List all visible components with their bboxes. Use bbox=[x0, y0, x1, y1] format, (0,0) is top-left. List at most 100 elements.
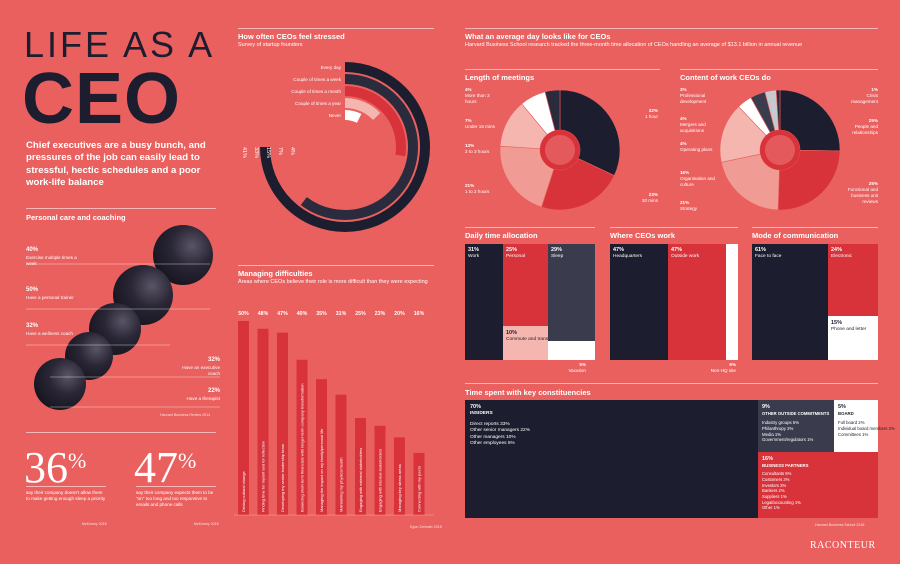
diff-val-4: 35% bbox=[316, 311, 327, 317]
content-label-6: 4% Mergers and acquisitions bbox=[680, 116, 706, 133]
diff-val-3: 40% bbox=[297, 311, 308, 317]
daily-work bbox=[465, 244, 503, 360]
daily-heading: Daily time allocation bbox=[465, 231, 538, 240]
diff-bar-6 bbox=[355, 418, 366, 515]
mode-electronic bbox=[828, 244, 878, 316]
where-heading: Where CEOs work bbox=[610, 231, 676, 240]
diff-val-6: 25% bbox=[355, 311, 366, 317]
stress-arc-4 bbox=[344, 110, 362, 123]
stress-val-2: 15% bbox=[265, 147, 271, 158]
diff-bar-3 bbox=[296, 359, 308, 515]
stress-chart: Every day 41% Couple of times a week 33% Cou… bbox=[241, 62, 430, 232]
personal-item-4: 32% Have an executive coach bbox=[182, 357, 220, 376]
content-center-inner bbox=[765, 135, 795, 165]
daily-commute bbox=[503, 326, 548, 360]
content-label-1: 25% People and relationships bbox=[852, 118, 878, 135]
diff-bar-1 bbox=[257, 328, 269, 515]
intro-text: Chief executives are a busy bunch, and p… bbox=[26, 140, 206, 189]
diff-cat-1: Finding time for myself and for reflecti… bbox=[261, 441, 266, 512]
stress-cat-1: Couple of times a week bbox=[293, 77, 341, 82]
stat2-text: say their company expects them to be "on… bbox=[136, 490, 214, 507]
personal-item-3: 32% Have a wellness coach bbox=[26, 323, 73, 336]
where-outside bbox=[668, 244, 726, 360]
const-heading: Time spent with key constituencies bbox=[465, 388, 591, 397]
const-source: Harvard Business School 2018 bbox=[815, 523, 865, 527]
personal-item-2: 50% Have a personal trainer bbox=[26, 287, 74, 300]
stress-cat-0: Every day bbox=[321, 65, 342, 70]
difficulties-heading: Managing difficulties bbox=[238, 269, 313, 278]
content-label-4: 16% Organisation and culture bbox=[680, 170, 715, 187]
content-label-2: 25% Functional and business unit reviews bbox=[847, 181, 878, 204]
stress-heading: How often CEOs feel stressed bbox=[238, 32, 345, 41]
where-hq bbox=[610, 244, 668, 360]
content-label-7: 3% Professional development bbox=[680, 87, 707, 104]
diff-val-5: 31% bbox=[336, 311, 347, 317]
meet-label-1: 23% 30 mins bbox=[641, 192, 658, 203]
diff-val-0: 50% bbox=[238, 311, 249, 317]
diff-cat-7: Engaging with internal stakeholders bbox=[378, 449, 383, 512]
daily-personal bbox=[503, 244, 548, 326]
diff-val-8: 20% bbox=[394, 311, 405, 317]
stat2-source: McKinsey 2016 bbox=[194, 522, 219, 526]
meet-center-inner bbox=[545, 135, 575, 165]
diff-cat-9: Connecting with my peers bbox=[417, 466, 422, 512]
diff-val-2: 47% bbox=[277, 311, 288, 317]
stress-val-4: 4% bbox=[289, 147, 295, 155]
diff-cat-4: Managing the impact on my family/persona… bbox=[319, 428, 324, 512]
personal-item-1: 40% Exercise multiple times a week bbox=[26, 247, 77, 266]
content-slice-0 bbox=[779, 89, 841, 152]
title-line2: CEO bbox=[22, 59, 182, 139]
stress-val-1: 33% bbox=[253, 147, 259, 158]
diff-cat-5: Maintaining my physical health bbox=[339, 458, 344, 512]
meetings-pie bbox=[499, 89, 621, 211]
diff-cat-8: Managing key stress areas bbox=[397, 464, 402, 512]
stat1-source: McKinsey 2016 bbox=[82, 522, 107, 526]
content-pie bbox=[719, 89, 841, 211]
difficulties-sub: Areas where CEOs believe their role is m… bbox=[238, 279, 428, 285]
diff-val-1: 48% bbox=[258, 311, 269, 317]
daily-vacation bbox=[548, 341, 595, 360]
const-partners bbox=[758, 452, 878, 518]
difficulties-chart: 50% Driving cultural change 48% Finding tim… bbox=[234, 311, 434, 516]
diff-bar-4 bbox=[316, 379, 327, 515]
personal-heading: Personal care and coaching bbox=[26, 213, 126, 222]
stress-cat-2: Couple of times a month bbox=[291, 89, 341, 94]
content-label-0: 1% Crisis management bbox=[851, 87, 878, 104]
diff-val-9: 16% bbox=[414, 311, 425, 317]
diff-cat-6: Engaging with external stakeholders bbox=[358, 448, 363, 512]
circle-1 bbox=[153, 225, 213, 285]
circle-5 bbox=[34, 358, 86, 410]
day-sub: Harvard Business School research tracked… bbox=[465, 42, 803, 48]
diff-bar-9 bbox=[413, 452, 425, 515]
diff-bar-5 bbox=[335, 394, 347, 515]
stress-arc-0 bbox=[260, 62, 430, 232]
const-outside bbox=[758, 400, 834, 452]
mode-face bbox=[752, 244, 828, 360]
stress-val-0: 41% bbox=[241, 147, 247, 158]
difficulties-source: Egon Zehnder 2018 bbox=[410, 525, 442, 529]
meet-label-5: 4% More than 3 hours bbox=[465, 87, 490, 104]
meet-label-0: 32% 1 hour bbox=[644, 108, 658, 119]
stress-val-3: 7% bbox=[277, 147, 283, 155]
meet-label-4: 7% Under 15 mins bbox=[465, 118, 495, 129]
stress-arc-2 bbox=[344, 86, 406, 157]
diff-bar-0 bbox=[238, 321, 249, 515]
stat1-text: say their company doesn't allow them to … bbox=[26, 490, 106, 501]
stress-arc-1 bbox=[300, 74, 418, 220]
meet-label-2: 21% 1 to 2 hours bbox=[465, 183, 490, 194]
title-line1: LIFE AS A bbox=[24, 24, 216, 65]
brand-logo: RACONTEUR bbox=[810, 540, 876, 551]
stress-cat-3: Couple of times a year bbox=[295, 101, 341, 106]
content-label-5: 4% Operating plans bbox=[680, 141, 713, 152]
diff-cat-3: Balancing short-term financials with lon… bbox=[300, 384, 305, 513]
daily-sleep bbox=[548, 244, 595, 341]
stat1-number: 36% bbox=[24, 443, 87, 492]
stat2-number: 47% bbox=[134, 443, 197, 492]
const-insiders bbox=[465, 400, 758, 518]
day-heading: What an average day looks like for CEOs bbox=[465, 32, 611, 41]
diff-cat-0: Driving cultural change bbox=[241, 471, 246, 512]
meet-label-3: 13% 2 to 3 hours bbox=[465, 143, 490, 154]
personal-source: Harvard Business Review 2014 bbox=[160, 413, 211, 417]
mode-heading: Mode of communication bbox=[752, 231, 839, 240]
content-slice-1 bbox=[777, 150, 841, 211]
